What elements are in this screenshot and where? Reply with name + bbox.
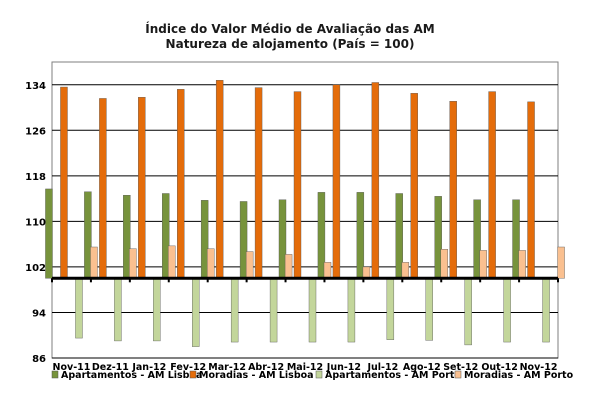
x-tick-label: Set-12 bbox=[443, 362, 478, 373]
bar bbox=[503, 278, 511, 343]
bar bbox=[153, 278, 161, 342]
bar bbox=[129, 248, 137, 279]
y-tick-label: 126 bbox=[25, 126, 46, 137]
x-axis: Nov-11 Dez-11 Jan-12 Fev-12 Mar-12 Abr-12 Mai-… bbox=[53, 362, 558, 373]
bar bbox=[518, 250, 526, 279]
legend-swatch bbox=[189, 370, 197, 379]
bar bbox=[114, 278, 122, 342]
x-tick-label: Jan-12 bbox=[131, 362, 166, 373]
y-axis: 86 94 102 110 118 126 134 bbox=[25, 81, 46, 365]
bar bbox=[479, 250, 487, 279]
bar bbox=[192, 278, 200, 347]
y-tick-label: 94 bbox=[32, 308, 46, 319]
legend-label: Apartamentos - AM Porto bbox=[325, 370, 461, 381]
bar bbox=[386, 278, 395, 340]
bar bbox=[362, 266, 371, 279]
bar bbox=[449, 101, 457, 279]
x-tick-label: Dez-11 bbox=[92, 362, 129, 373]
x-tick-label: Jul-12 bbox=[366, 362, 398, 373]
bar bbox=[527, 101, 535, 279]
bar bbox=[245, 251, 254, 279]
legend-label: Moradias - AM Porto bbox=[464, 370, 574, 381]
x-tick-label: Nov-11 bbox=[53, 362, 91, 373]
bar bbox=[308, 278, 317, 343]
y-tick-label: 86 bbox=[32, 354, 46, 365]
y-tick-label: 110 bbox=[25, 217, 46, 228]
x-tick-label: Mai-12 bbox=[287, 362, 323, 373]
x-tick-label: Fev-12 bbox=[170, 362, 206, 373]
bar bbox=[60, 86, 68, 279]
bar bbox=[207, 248, 215, 279]
bar bbox=[230, 278, 239, 343]
legend-label: Apartamentos - AM Lisboa bbox=[61, 370, 202, 381]
bar bbox=[75, 278, 83, 339]
bar bbox=[557, 246, 565, 279]
y-tick-label: 102 bbox=[25, 263, 46, 274]
bar bbox=[488, 91, 496, 279]
legend-label: Moradias - AM Lisboa bbox=[199, 370, 314, 381]
bar bbox=[215, 80, 224, 279]
legend-swatch bbox=[315, 370, 323, 379]
legend-swatch bbox=[51, 370, 59, 379]
x-tick-label: Nov-12 bbox=[520, 362, 558, 373]
bar bbox=[45, 188, 53, 279]
bar bbox=[293, 91, 302, 279]
grid bbox=[52, 84, 558, 359]
bar bbox=[440, 249, 448, 279]
bar bbox=[425, 278, 433, 341]
bar bbox=[347, 278, 356, 343]
y-tick-label: 118 bbox=[25, 172, 46, 183]
bar bbox=[371, 82, 380, 279]
bar bbox=[323, 262, 332, 279]
bar bbox=[168, 245, 176, 279]
x-tick-label: Abr-12 bbox=[248, 362, 284, 373]
bar bbox=[90, 246, 98, 279]
x-tick-label: Jun-12 bbox=[326, 362, 361, 373]
bar bbox=[269, 278, 278, 343]
legend-swatch bbox=[454, 370, 462, 379]
x-tick-label: Ago-12 bbox=[403, 362, 441, 373]
baseline bbox=[51, 276, 559, 283]
bar bbox=[332, 84, 341, 279]
x-tick-label: Mar-12 bbox=[208, 362, 246, 373]
y-tick-label: 134 bbox=[25, 81, 46, 92]
bar bbox=[99, 98, 107, 279]
chart-subtitle: Natureza de alojamento (País = 100) bbox=[166, 37, 415, 51]
bar bbox=[177, 89, 185, 279]
chart-title: Índice do Valor Médio de Avaliação das A… bbox=[145, 21, 434, 36]
bar bbox=[138, 97, 146, 279]
x-tick-label: Out-12 bbox=[481, 362, 518, 373]
bar bbox=[401, 262, 410, 279]
bar bbox=[410, 93, 418, 279]
bar bbox=[254, 87, 263, 279]
bar bbox=[464, 278, 472, 346]
bar bbox=[284, 254, 293, 279]
bar bbox=[542, 278, 550, 343]
bar bbox=[356, 192, 365, 279]
